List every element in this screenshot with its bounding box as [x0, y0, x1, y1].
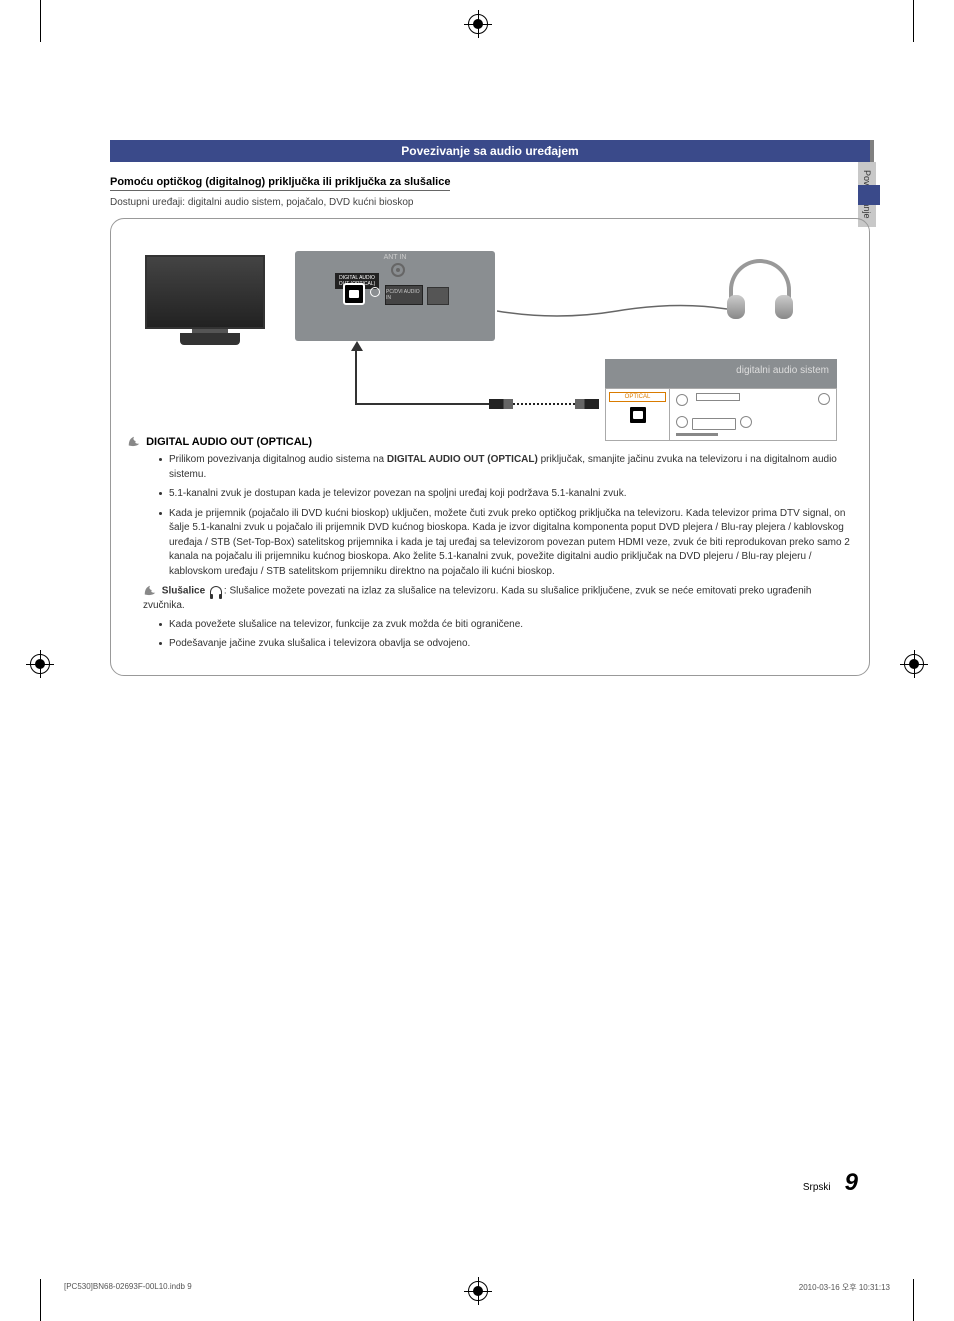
crop-mark: [913, 0, 914, 42]
audio-system-body: OPTICAL: [605, 388, 837, 441]
print-footer: [PC530]BN68-02693F-00L10.indb 9 2010-03-…: [64, 1282, 890, 1293]
headphone-cable-icon: [497, 303, 727, 323]
list-item: Kada povežete slušalice na televizor, fu…: [159, 618, 855, 633]
page-content: Povezivanje sa audio uređajem Pomoću opt…: [110, 140, 870, 676]
diagram-container: ANT IN DIGITAL AUDIO OUT (OPTICAL) PC/DV…: [110, 218, 870, 676]
arrow-icon: [351, 341, 363, 351]
knob-icon: [818, 393, 830, 405]
optical-port-icon: [343, 283, 365, 305]
note-icon: [143, 584, 157, 598]
list-item: 5.1-kanalni zvuk je dostupan kada je tel…: [159, 487, 855, 502]
arrow-line: [355, 403, 491, 405]
slot-icon: [676, 433, 718, 436]
page-footer: Srpski 9: [803, 1169, 858, 1197]
knob-icon: [676, 394, 688, 406]
available-devices: Dostupni uređaji: digitalni audio sistem…: [110, 197, 870, 208]
list-item: Podešavanje jačine zvuka slušalica i tel…: [159, 637, 855, 652]
audio-system: digitalni audio sistem OPTICAL: [605, 359, 837, 441]
registration-mark-icon: [904, 654, 924, 674]
optical-cable-icon: [489, 399, 599, 409]
page-number: 9: [845, 1169, 858, 1197]
list-item: Prilikom povezivanja digitalnog audio si…: [159, 453, 855, 482]
tv-stand: [180, 333, 240, 345]
cassette-icon: [692, 418, 736, 430]
note-paragraph: Slušalice : Slušalice možete povezati na…: [143, 584, 855, 614]
section-header: Povezivanje sa audio uređajem: [110, 140, 870, 162]
headphones-icon: [210, 586, 222, 596]
display-icon: [696, 393, 740, 401]
optical-in-label: OPTICAL: [609, 392, 666, 402]
audio-system-label: digitalni audio sistem: [605, 359, 837, 388]
registration-mark-icon: [30, 654, 50, 674]
tv-icon: [145, 255, 275, 355]
knob-icon: [740, 416, 752, 428]
crop-mark: [40, 0, 41, 42]
print-timestamp: 2010-03-16 오후 10:31:13: [799, 1282, 890, 1293]
footer-language: Srpski: [803, 1182, 831, 1193]
arrow-line: [355, 351, 357, 405]
note-text: : Slušalice možete povezati na izlaz za …: [143, 586, 811, 612]
registration-mark-icon: [468, 14, 488, 34]
headphones-icon: [725, 259, 795, 329]
note-title: DIGITAL AUDIO OUT (OPTICAL): [146, 436, 312, 448]
tv-backpanel: ANT IN DIGITAL AUDIO OUT (OPTICAL) PC/DV…: [295, 251, 495, 341]
knob-icon: [676, 416, 688, 428]
note-bullets: Prilikom povezivanja digitalnog audio si…: [159, 453, 855, 579]
subheading: Pomoću optičkog (digitalnog) priključka …: [110, 176, 450, 191]
list-item: Kada je prijemnik (pojačalo ili DVD kućn…: [159, 507, 855, 580]
crop-mark: [913, 1279, 914, 1321]
optical-in-port-icon: [628, 405, 648, 425]
headphone-jack-icon: [369, 281, 381, 305]
ant-in-label: ANT IN: [384, 254, 407, 261]
port-icon: [427, 287, 449, 305]
print-filename: [PC530]BN68-02693F-00L10.indb 9: [64, 1282, 192, 1293]
dvi-port-icon: PC/DVI AUDIO IN: [385, 285, 423, 305]
connection-diagram: ANT IN DIGITAL AUDIO OUT (OPTICAL) PC/DV…: [125, 239, 855, 429]
note-bullets: Kada povežete slušalice na televizor, fu…: [159, 618, 855, 652]
coax-port-icon: [391, 263, 405, 277]
note-icon: [127, 435, 141, 449]
note-bold: Slušalice: [162, 586, 205, 597]
crop-mark: [40, 1279, 41, 1321]
tv-screen: [145, 255, 265, 329]
port-cluster: PC/DVI AUDIO IN: [343, 281, 449, 305]
